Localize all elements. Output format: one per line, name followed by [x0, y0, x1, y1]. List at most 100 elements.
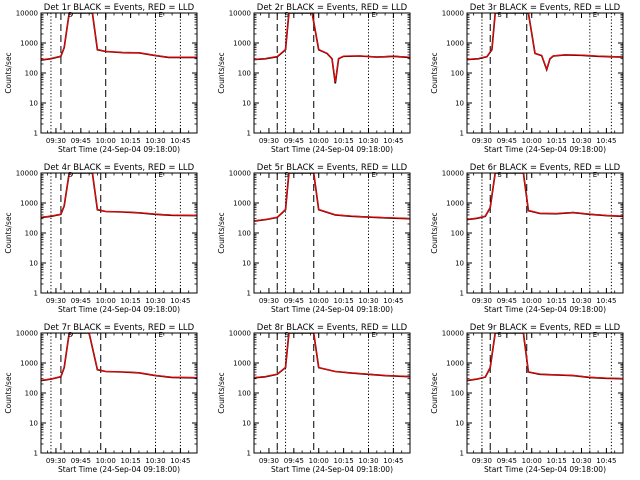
x-tick-label: 10:15: [547, 297, 567, 305]
panel-det-1: Det 1r BLACK = Events, RED = LLD 1 10 100 10…: [4, 3, 198, 154]
y-axis-label: Counts/sec: [4, 212, 13, 253]
y-tick-label: 10000: [229, 330, 251, 338]
y-axis-label: Counts/sec: [430, 212, 439, 253]
y-tick-label: 1000: [233, 360, 251, 368]
x-tick-label: 09:45: [284, 297, 304, 305]
x-tick-label: 10:15: [547, 457, 567, 465]
panel-det-2: Det 2r BLACK = Events, RED = LLD 1 10 100 10…: [217, 3, 411, 154]
y-axis-label: Counts/sec: [217, 372, 226, 413]
series-events-line: [41, 13, 197, 61]
x-tick-label: 09:30: [472, 137, 492, 145]
y-tick-label: 10: [242, 100, 251, 108]
y-tick-label: 10: [455, 420, 464, 428]
y-tick-label: 10: [242, 420, 251, 428]
x-tick-label: 10:00: [309, 137, 329, 145]
y-tick-label: 1000: [233, 200, 251, 208]
x-tick-label: 09:45: [497, 457, 517, 465]
y-tick-label: 1: [34, 130, 38, 138]
series-lld-line: [467, 173, 623, 220]
x-tick-label: 09:30: [472, 297, 492, 305]
start-marker: S: [497, 171, 502, 179]
chart-title: Det 5r BLACK = Events, RED = LLD: [257, 163, 408, 173]
end-marker: E: [372, 331, 376, 339]
x-tick-label: 09:45: [71, 457, 91, 465]
x-tick-label: 10:45: [596, 297, 616, 305]
x-tick-label: 10:00: [309, 457, 329, 465]
x-tick-label: 10:45: [383, 297, 403, 305]
y-tick-label: 1000: [233, 40, 251, 48]
x-tick-label: 10:45: [596, 137, 616, 145]
y-tick-label: 10: [29, 420, 38, 428]
chart-title: Det 4r BLACK = Events, RED = LLD: [44, 163, 195, 173]
series-lld-line: [41, 13, 197, 61]
y-tick-label: 10: [242, 260, 251, 268]
series-lld-line: [467, 13, 623, 71]
x-tick-label: 10:45: [170, 457, 190, 465]
panel-det-5: Det 5r BLACK = Events, RED = LLD 1 10 100 10…: [217, 163, 411, 314]
end-marker: E: [372, 171, 376, 179]
end-marker: E: [159, 171, 163, 179]
x-tick-label: 10:15: [334, 297, 354, 305]
x-tick-label: 10:30: [145, 137, 165, 145]
y-tick-label: 1: [34, 450, 38, 458]
plot-frame: [253, 332, 411, 454]
y-tick-label: 10000: [229, 10, 251, 18]
y-tick-label: 10000: [229, 170, 251, 178]
chart-title: Det 2r BLACK = Events, RED = LLD: [257, 3, 408, 13]
x-axis-label: Start Time (24-Sep-04 09:18:00): [484, 305, 606, 314]
panel-det-4: Det 4r BLACK = Events, RED = LLD 1 10 100 10…: [4, 163, 198, 314]
chart-title: Det 7r BLACK = Events, RED = LLD: [44, 323, 195, 333]
series-lld-line: [254, 13, 410, 83]
start-marker: S: [284, 171, 289, 179]
x-tick-label: 10:45: [383, 457, 403, 465]
plot-frame: [40, 172, 198, 294]
x-tick-label: 10:15: [121, 457, 141, 465]
x-tick-label: 09:30: [46, 457, 66, 465]
y-tick-label: 1000: [20, 200, 38, 208]
y-tick-label: 1: [460, 130, 464, 138]
plot-frame: [466, 12, 624, 134]
y-axis-label: Counts/sec: [430, 372, 439, 413]
y-tick-label: 100: [451, 230, 464, 238]
x-axis-label: Start Time (24-Sep-04 09:18:00): [484, 465, 606, 474]
end-marker: E: [159, 331, 163, 339]
x-tick-label: 10:00: [96, 457, 116, 465]
y-axis-label: Counts/sec: [217, 52, 226, 93]
y-tick-label: 10: [29, 100, 38, 108]
y-axis-label: Counts/sec: [217, 212, 226, 253]
y-tick-label: 1000: [446, 360, 464, 368]
chart-title: Det 9r BLACK = Events, RED = LLD: [470, 323, 621, 333]
x-tick-label: 10:00: [522, 457, 542, 465]
end-marker: E: [593, 171, 597, 179]
x-tick-label: 10:00: [96, 137, 116, 145]
panel-det-6: Det 6r BLACK = Events, RED = LLD 1 10 100 10…: [430, 163, 624, 314]
plot-frame: [40, 12, 198, 134]
y-tick-label: 1: [247, 290, 251, 298]
series-events-line: [41, 173, 197, 219]
y-tick-label: 100: [451, 70, 464, 78]
plot-frame: [466, 332, 624, 454]
x-axis-label: Start Time (24-Sep-04 09:18:00): [58, 145, 180, 154]
x-tick-label: 10:00: [96, 297, 116, 305]
chart-title: Det 3r BLACK = Events, RED = LLD: [470, 3, 621, 13]
y-tick-label: 10: [29, 260, 38, 268]
plot-frame: [40, 332, 198, 454]
x-tick-label: 09:30: [472, 457, 492, 465]
x-tick-label: 09:45: [284, 457, 304, 465]
start-marker: S: [284, 331, 289, 339]
plot-frame: [253, 12, 411, 134]
x-tick-label: 10:45: [170, 297, 190, 305]
y-axis-label: Counts/sec: [4, 52, 13, 93]
plot-frame: [466, 172, 624, 294]
x-tick-label: 10:30: [571, 297, 591, 305]
y-tick-label: 1000: [446, 40, 464, 48]
x-tick-label: 09:30: [259, 297, 279, 305]
x-tick-label: 09:30: [46, 137, 66, 145]
start-marker: S: [284, 11, 289, 19]
x-tick-label: 10:30: [571, 137, 591, 145]
panel-det-7: Det 7r BLACK = Events, RED = LLD 1 10 100 10…: [4, 323, 198, 474]
panel-det-3: Det 3r BLACK = Events, RED = LLD 1 10 100 10…: [430, 3, 624, 154]
x-axis-label: Start Time (24-Sep-04 09:18:00): [271, 465, 393, 474]
x-tick-label: 10:15: [547, 137, 567, 145]
y-tick-label: 10: [455, 260, 464, 268]
